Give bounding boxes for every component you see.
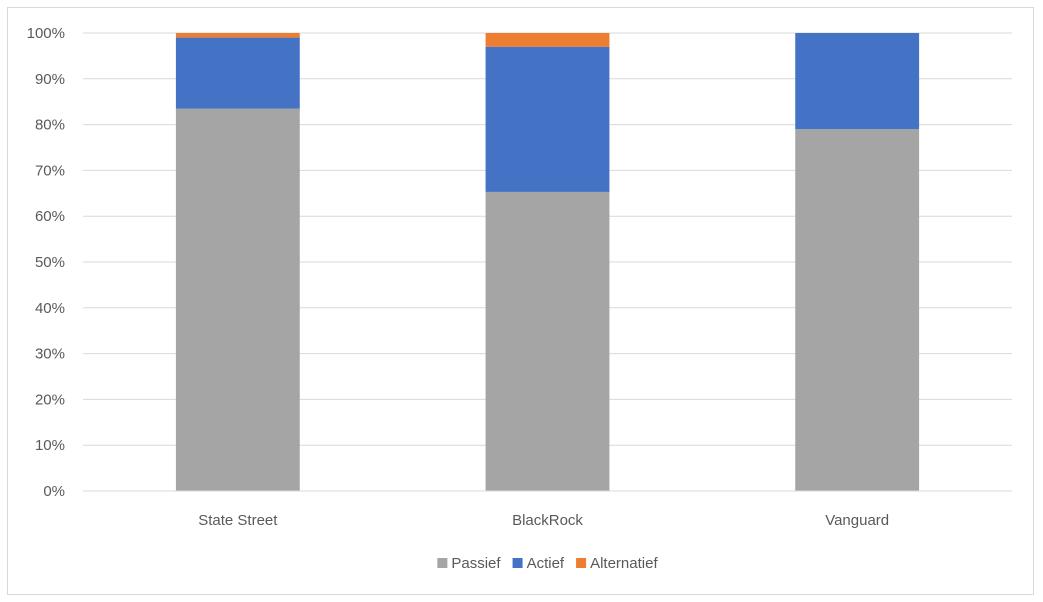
- y-tick-label: 20%: [35, 391, 65, 408]
- bar-segment-passief: [795, 129, 920, 491]
- y-tick-label: 60%: [35, 208, 65, 225]
- bar-segment-passief: [485, 191, 610, 491]
- y-tick-label: 10%: [35, 437, 65, 454]
- bar-segment-actief: [485, 46, 610, 192]
- x-category-label: BlackRock: [512, 512, 583, 529]
- bars: [175, 33, 920, 491]
- x-category-label: Vanguard: [825, 512, 889, 529]
- y-tick-label: 80%: [35, 117, 65, 134]
- legend-label-alternatief: Alternatief: [590, 555, 658, 572]
- y-tick-label: 0%: [43, 483, 65, 500]
- legend-label-passief: Passief: [451, 555, 501, 572]
- bar-segment-actief: [175, 37, 300, 109]
- y-tick-label: 70%: [35, 162, 65, 179]
- legend-swatch-passief: [437, 558, 448, 568]
- y-tick-label: 50%: [35, 254, 65, 271]
- legend-label-actief: Actief: [527, 555, 565, 572]
- bar-segment-passief: [175, 108, 300, 491]
- y-tick-label: 30%: [35, 346, 65, 363]
- legend-swatch-alternatief: [576, 558, 587, 568]
- bar-segment-alternatief: [485, 33, 610, 47]
- legend-swatch-actief: [512, 558, 523, 568]
- legend: Passief Actief Alternatief: [437, 555, 658, 572]
- x-axis-category-labels: State Street BlackRock Vanguard: [198, 512, 889, 529]
- y-tick-label: 90%: [35, 71, 65, 88]
- bar-segment-actief: [795, 33, 920, 130]
- y-axis-tick-labels: 0% 10% 20% 30% 40% 50% 60% 70% 80% 90% 100%: [27, 25, 65, 500]
- bar-segment-alternatief: [175, 33, 300, 38]
- x-category-label: State Street: [198, 512, 278, 529]
- y-tick-label: 40%: [35, 300, 65, 317]
- y-tick-label: 100%: [27, 25, 65, 42]
